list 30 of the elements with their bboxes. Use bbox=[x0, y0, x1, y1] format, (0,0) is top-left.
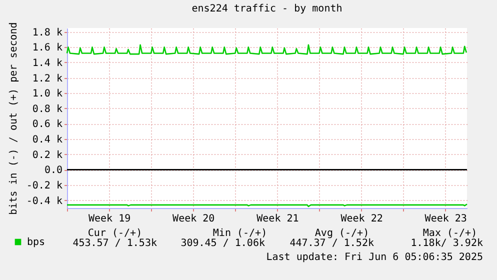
x-tick-label: Week 20 bbox=[172, 214, 215, 224]
x-tick-label: Week 19 bbox=[88, 214, 131, 224]
text: 447.37 / 1.52k bbox=[290, 238, 374, 249]
text: Avg (-/+) bbox=[314, 228, 370, 239]
x-tick-label: Week 21 bbox=[256, 214, 299, 224]
y-axis-title: bits in (-) / out (+) per second bbox=[8, 22, 20, 215]
y-tick-label: 0.0 bbox=[44, 165, 62, 176]
y-tick-label: 1.4 k bbox=[32, 58, 62, 69]
text: Cur (-/+) bbox=[88, 228, 142, 239]
y-tick-label: 1.8 k bbox=[32, 27, 62, 38]
y-tick-label: 0.2 k bbox=[32, 150, 62, 161]
y-tick-label: 0.4 k bbox=[32, 134, 62, 146]
y-tick-label: 0.6 k bbox=[32, 119, 62, 130]
y-tick-label: 0.8 k bbox=[32, 104, 62, 115]
chart-title: ens224 traffic - by month bbox=[192, 4, 342, 15]
text: Max (-/+) bbox=[422, 228, 478, 239]
text: 309.45 / 1.06k bbox=[180, 238, 265, 249]
y-tick-label: 1.6 k bbox=[32, 42, 62, 54]
x-tick-label: Week 23 bbox=[424, 214, 467, 224]
y-tick-label: 1.0 k bbox=[32, 88, 62, 100]
text: 1.18k/ 3.92k bbox=[410, 238, 483, 249]
text: 453.57 / 1.53k bbox=[72, 238, 157, 249]
y-tick-label: -0.2 k bbox=[26, 180, 62, 192]
text: Last update: Fri Jun 6 05:06:35 2025 bbox=[266, 252, 483, 263]
y-tick-label: 1.2 k bbox=[32, 73, 62, 84]
legend-label: bps bbox=[27, 237, 46, 248]
line-series bbox=[66, 44, 468, 55]
y-tick-label: -0.4 k bbox=[26, 196, 62, 207]
text: Min (-/+) bbox=[212, 228, 268, 239]
x-tick-label: Week 22 bbox=[340, 214, 383, 224]
